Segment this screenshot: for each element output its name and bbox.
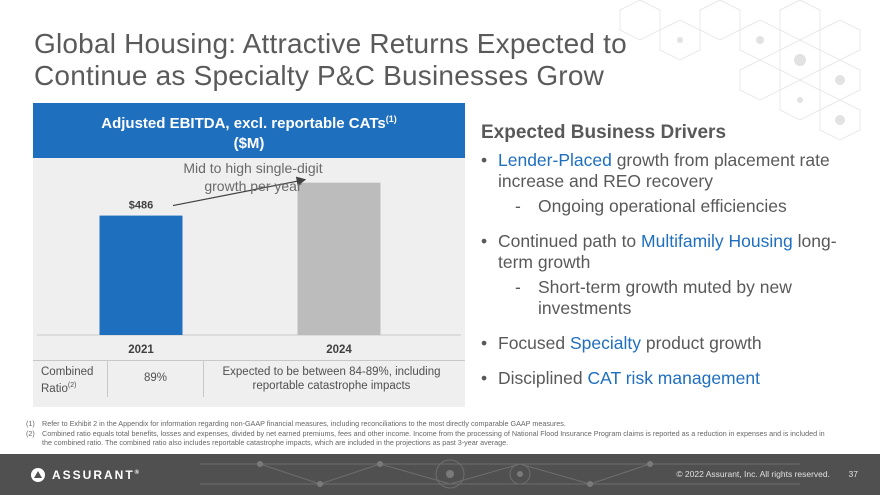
hexagon-pattern-decoration [619,0,861,141]
combined-ratio-row: Combined Ratio(2) 89% Expected to be bet… [33,360,465,397]
driver-highlight: Multifamily Housing [641,231,793,251]
driver-pre: Focused [498,333,570,353]
copyright: © 2022 Assurant, Inc. All rights reserve… [676,469,830,479]
page-number: 37 [848,469,858,479]
combined-ratio-2024-line2: reportable catastrophe impacts [252,380,411,392]
bullet: • [481,231,488,251]
slide-title-line1: Global Housing: Attractive Returns Expec… [34,28,627,59]
ebitda-panel: Adjusted EBITDA, excl. reportable CATs(1… [33,103,465,407]
drivers-list: • Lender-Placed growth from placement ra… [481,150,841,403]
footnote-text: Combined ratio equals total benefits, lo… [42,428,825,448]
footnote: (1) Refer to Exhibit 2 in the Appendix f… [26,419,826,429]
driver-text: long-term growth [498,231,837,272]
growth-note-line2: growth per year [204,178,302,194]
panel-header: Adjusted EBITDA, excl. reportable CATs(1… [33,103,465,158]
drivers-title: Expected Business Drivers [481,122,727,143]
assurant-logo-mark-icon [31,468,45,482]
combined-ratio-2021: 89% [143,372,168,384]
driver-subitem: - Ongoing operational efficiencies [498,196,841,217]
driver-highlight: Specialty [569,333,641,353]
bar-2024 [297,182,381,335]
bullet: • [481,368,488,388]
logo-text: ASSURANT® [52,468,142,482]
driver-subitem-text: Ongoing operational efficiencies [538,196,787,216]
driver-highlight: CAT risk management [587,368,760,388]
ebitda-bar-chart: $486 2021 2024 [37,176,461,356]
growth-note-line1: Mid to high single-digit [183,160,323,176]
footnote-text: Refer to Exhibit 2 in the Appendix for i… [42,419,566,428]
driver-item: • Disciplined CAT risk management [481,368,841,389]
dash: - [515,277,521,297]
panel-header-line1: Adjusted EBITDA, excl. reportable CATs [101,115,386,132]
ratio-divider [107,361,108,397]
footnote: (2) Combined ratio equals total benefits… [26,429,826,448]
panel-header-footnote-ref: (1) [385,114,397,124]
combined-ratio-label-line1: Combined [41,366,94,378]
driver-subitem-text: Short-term growth muted by new investmen… [538,277,792,318]
driver-pre: Continued path to [498,231,642,251]
panel-header-line2: ($M) [233,135,265,152]
driver-text: product growth [641,333,762,353]
driver-subitem: - Short-term growth muted by new investm… [498,277,841,319]
footnote-number: (2) [26,428,35,438]
growth-note: Mid to high single-digit growth per year [153,159,353,195]
combined-ratio-2024-line1: Expected to be between 84-89%, including [222,366,441,378]
driver-highlight: Lender-Placed [498,150,612,170]
footnote-number: (1) [26,419,35,428]
slide-title: Global Housing: Attractive Returns Expec… [34,28,627,92]
driver-item: • Focused Specialty product growth [481,333,841,354]
driver-pre: Disciplined [498,368,588,388]
footnotes: (1) Refer to Exhibit 2 in the Appendix f… [26,419,826,448]
ratio-divider [203,361,204,397]
footer-bar: ASSURANT® © 2022 Assurant, Inc. All righ… [0,454,880,495]
category-label-2021: 2021 [128,344,154,356]
bullet: • [481,150,488,170]
combined-ratio-footnote-ref: (2) [67,382,77,389]
bullet: • [481,333,488,353]
data-label-2021: $486 [129,200,153,212]
growth-arrow [172,176,307,207]
slide-title-line2: Continue as Specialty P&C Businesses Gro… [34,60,605,91]
assurant-logo: ASSURANT® [30,467,139,483]
driver-text: growth from placement rate increase and … [498,150,830,191]
bar-2021 [99,215,183,335]
network-decoration [200,459,800,489]
combined-ratio-label: Combined Ratio(2) [41,366,101,396]
combined-ratio-label-line2: Ratio [41,382,68,395]
combined-ratio-2024: Expected to be between 84-89%, including… [209,365,454,393]
driver-item: • Continued path to Multifamily Housing … [481,231,841,319]
dash: - [515,196,521,216]
driver-item: • Lender-Placed growth from placement ra… [481,150,841,217]
category-label-2024: 2024 [326,344,352,356]
